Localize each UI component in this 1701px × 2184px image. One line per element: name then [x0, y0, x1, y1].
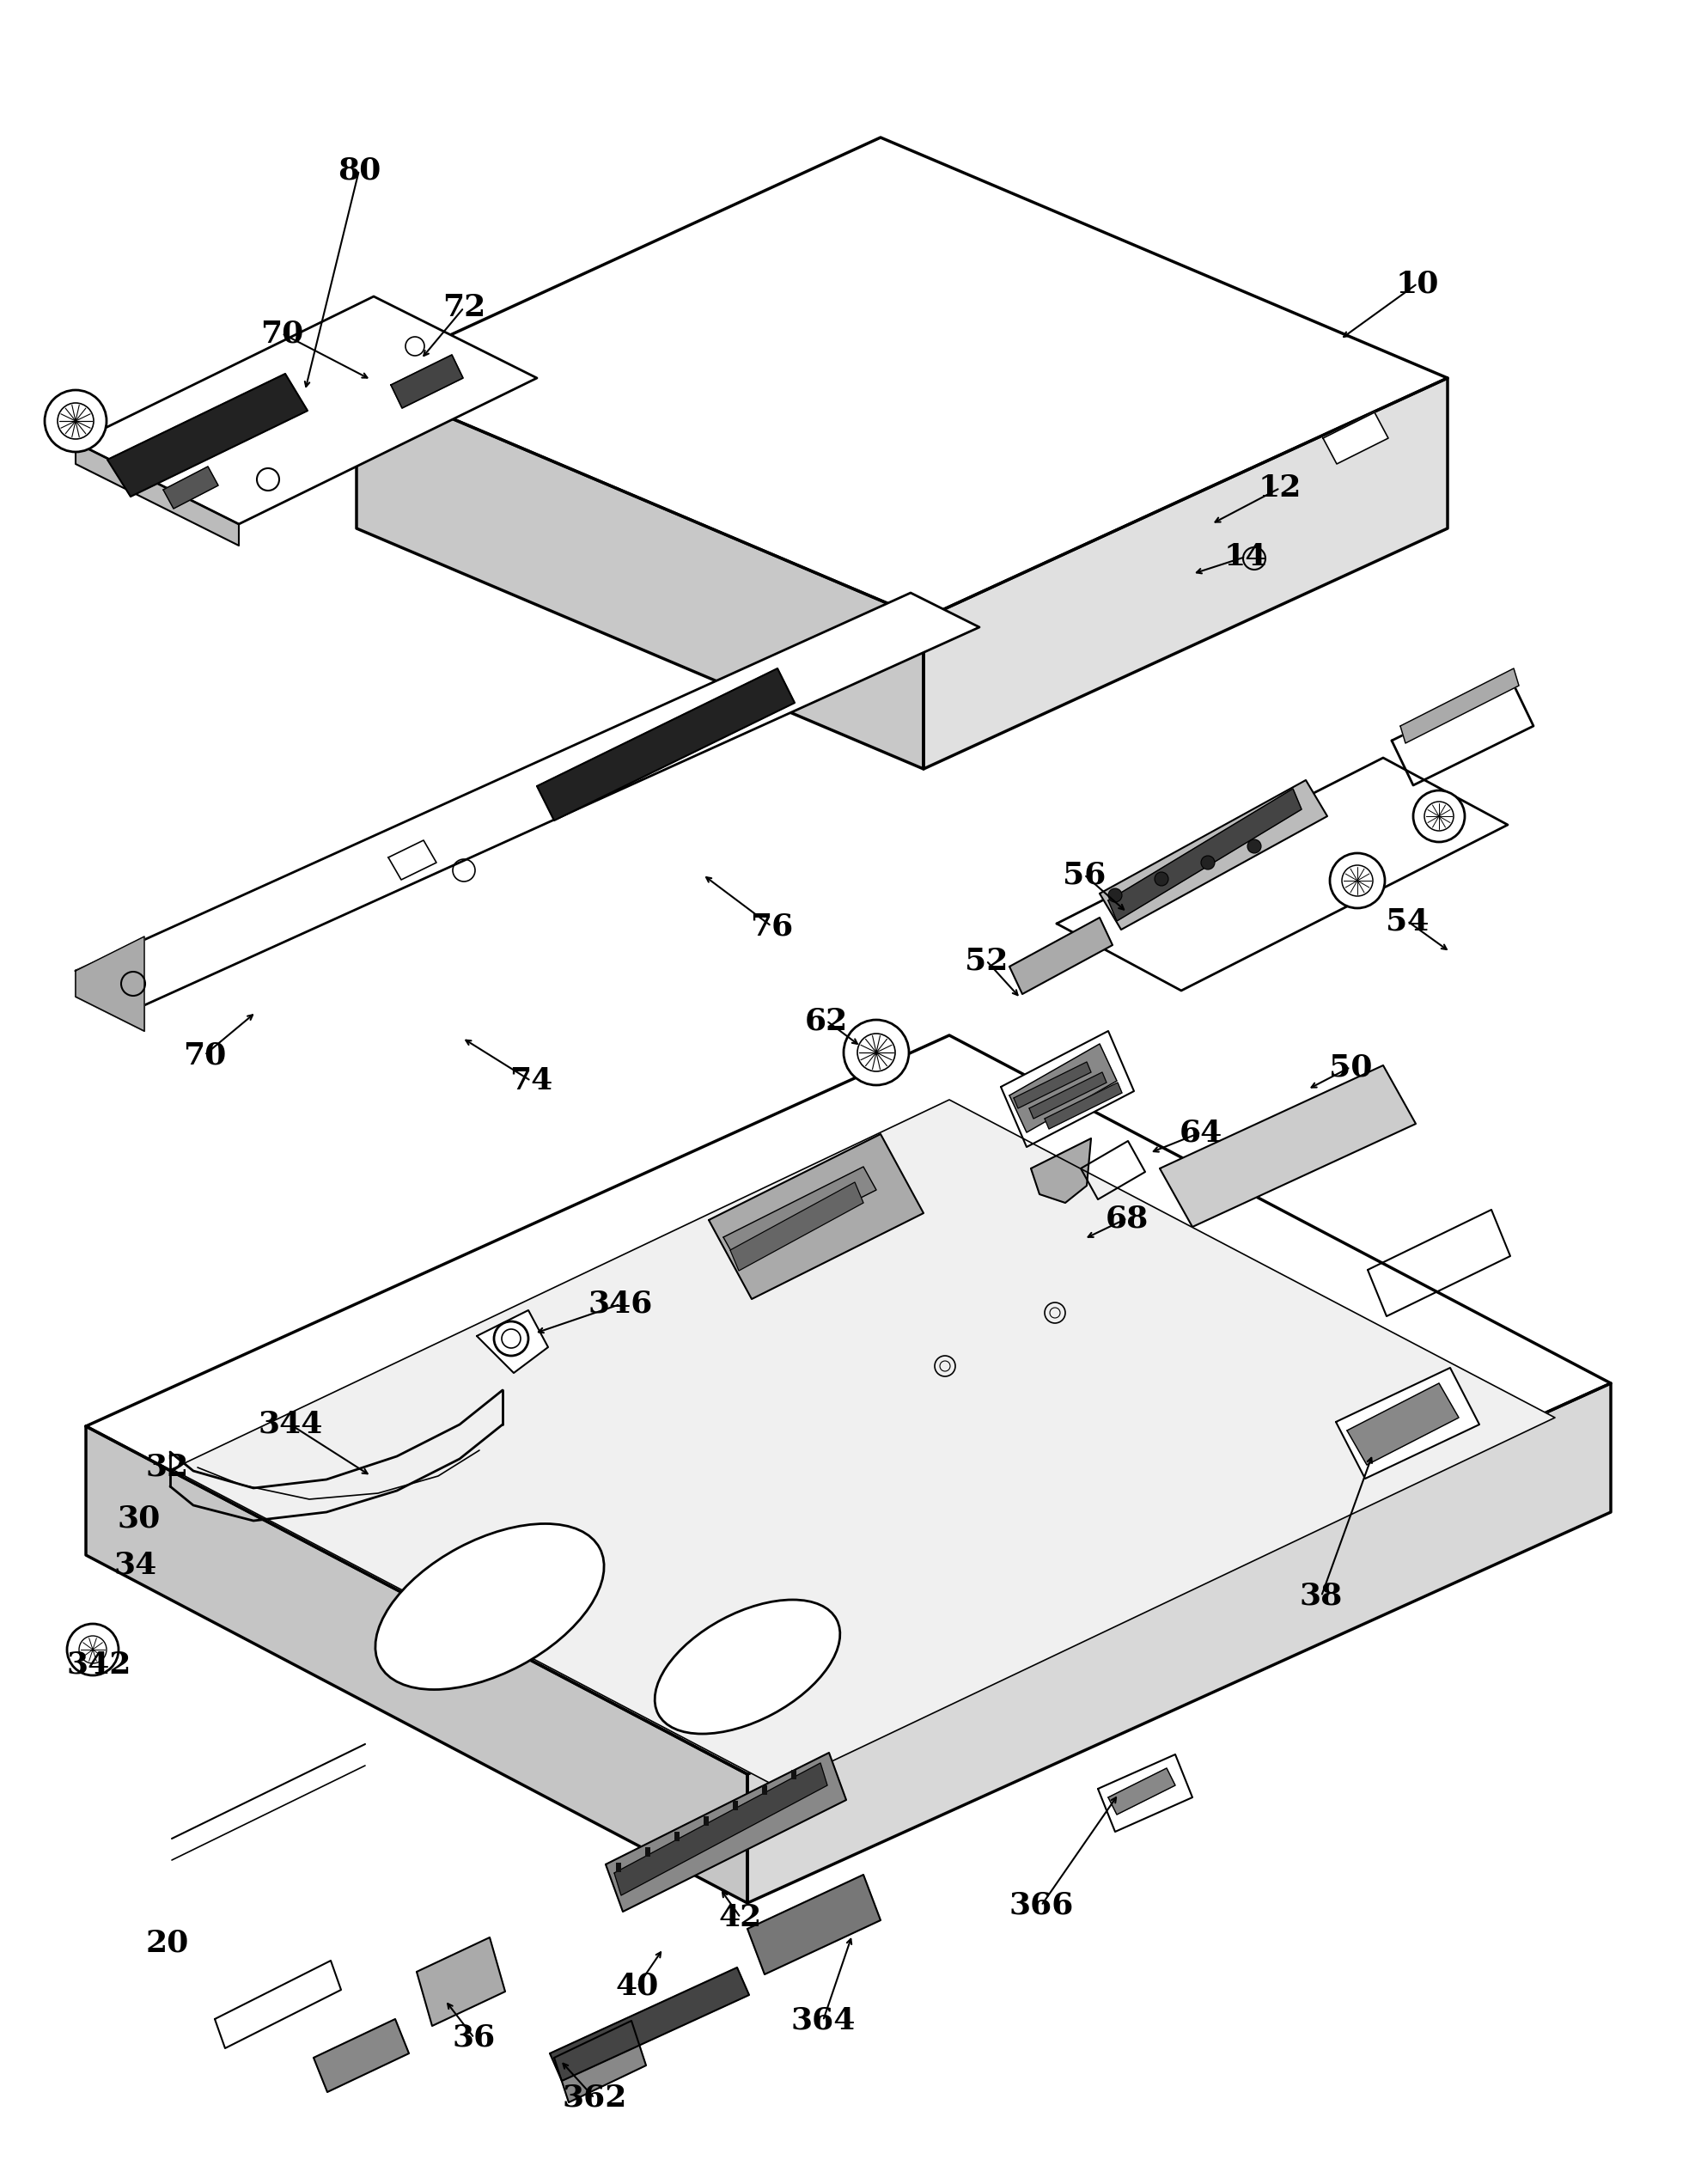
Polygon shape — [747, 1382, 1609, 1902]
Circle shape — [1247, 839, 1260, 854]
Text: 10: 10 — [1395, 269, 1439, 299]
Polygon shape — [1056, 758, 1507, 992]
Polygon shape — [391, 354, 463, 408]
Text: 70: 70 — [182, 1040, 226, 1070]
Polygon shape — [1335, 1367, 1478, 1479]
Text: 30: 30 — [117, 1505, 160, 1533]
Ellipse shape — [655, 1599, 840, 1734]
Text: 344: 344 — [259, 1411, 323, 1439]
Text: 20: 20 — [146, 1928, 189, 1959]
Text: 362: 362 — [561, 2084, 626, 2112]
Text: 36: 36 — [452, 2022, 495, 2053]
Text: 56: 56 — [1061, 860, 1106, 889]
Polygon shape — [614, 1762, 827, 1896]
Circle shape — [1107, 889, 1121, 902]
Polygon shape — [1107, 1769, 1175, 1815]
Text: 54: 54 — [1385, 906, 1429, 935]
Polygon shape — [417, 1937, 505, 2027]
Polygon shape — [1099, 780, 1327, 930]
Polygon shape — [75, 297, 536, 524]
Polygon shape — [107, 373, 308, 496]
Circle shape — [493, 1321, 527, 1356]
Ellipse shape — [376, 1524, 604, 1690]
Text: 64: 64 — [1179, 1118, 1221, 1147]
Polygon shape — [1009, 1044, 1116, 1131]
Text: 50: 50 — [1328, 1053, 1371, 1081]
Bar — [791, 1769, 796, 1780]
Polygon shape — [356, 138, 1448, 618]
Polygon shape — [549, 1968, 748, 2081]
Text: 72: 72 — [442, 293, 485, 323]
Polygon shape — [1029, 1072, 1106, 1118]
Polygon shape — [1400, 668, 1517, 743]
Polygon shape — [536, 668, 794, 821]
Polygon shape — [708, 1133, 924, 1299]
Text: 62: 62 — [805, 1007, 847, 1035]
Polygon shape — [75, 937, 145, 1031]
Text: 12: 12 — [1257, 474, 1301, 502]
Polygon shape — [75, 443, 238, 546]
Polygon shape — [1158, 1066, 1415, 1227]
Text: 34: 34 — [114, 1551, 156, 1579]
Polygon shape — [1097, 1754, 1192, 1832]
Text: 364: 364 — [791, 2007, 856, 2035]
Circle shape — [1201, 856, 1215, 869]
Polygon shape — [1044, 1083, 1121, 1129]
Polygon shape — [313, 2018, 408, 2092]
Polygon shape — [924, 378, 1448, 769]
Polygon shape — [356, 378, 924, 769]
Polygon shape — [1014, 1061, 1090, 1107]
Polygon shape — [1009, 917, 1112, 994]
Bar — [703, 1817, 708, 1826]
Polygon shape — [1347, 1382, 1458, 1465]
Polygon shape — [75, 592, 978, 1005]
Bar — [762, 1784, 767, 1795]
Polygon shape — [163, 467, 218, 509]
Polygon shape — [1107, 788, 1301, 922]
Bar — [616, 1863, 621, 1872]
Polygon shape — [85, 1035, 1609, 1773]
Polygon shape — [1000, 1031, 1133, 1147]
Bar — [674, 1832, 679, 1841]
Text: 14: 14 — [1223, 542, 1267, 572]
Text: 76: 76 — [750, 911, 793, 941]
Text: 366: 366 — [1009, 1891, 1073, 1920]
Polygon shape — [606, 1754, 845, 1911]
Polygon shape — [1322, 413, 1388, 463]
Polygon shape — [747, 1874, 879, 1974]
Polygon shape — [1031, 1138, 1090, 1203]
Text: 68: 68 — [1106, 1203, 1148, 1234]
Circle shape — [1328, 854, 1385, 909]
Polygon shape — [172, 1101, 1555, 1787]
Polygon shape — [555, 2020, 646, 2103]
Text: 342: 342 — [66, 1651, 131, 1679]
Text: 32: 32 — [146, 1452, 189, 1483]
Bar — [645, 1848, 650, 1856]
Polygon shape — [75, 972, 145, 1031]
Polygon shape — [723, 1166, 876, 1260]
Polygon shape — [85, 1426, 747, 1902]
Polygon shape — [1391, 681, 1533, 786]
Text: 70: 70 — [260, 319, 303, 347]
Text: 38: 38 — [1300, 1581, 1342, 1612]
Circle shape — [1412, 791, 1465, 843]
Text: 40: 40 — [616, 1972, 658, 2001]
Text: 346: 346 — [587, 1289, 651, 1319]
Text: 74: 74 — [509, 1066, 553, 1096]
Circle shape — [844, 1020, 908, 1085]
Polygon shape — [476, 1310, 548, 1374]
Circle shape — [66, 1625, 119, 1675]
Circle shape — [44, 391, 107, 452]
Bar — [733, 1802, 738, 1811]
Text: 80: 80 — [337, 155, 381, 186]
Text: 42: 42 — [718, 1902, 762, 1933]
Circle shape — [1153, 871, 1169, 887]
Polygon shape — [730, 1182, 862, 1271]
Text: 52: 52 — [964, 946, 1007, 974]
